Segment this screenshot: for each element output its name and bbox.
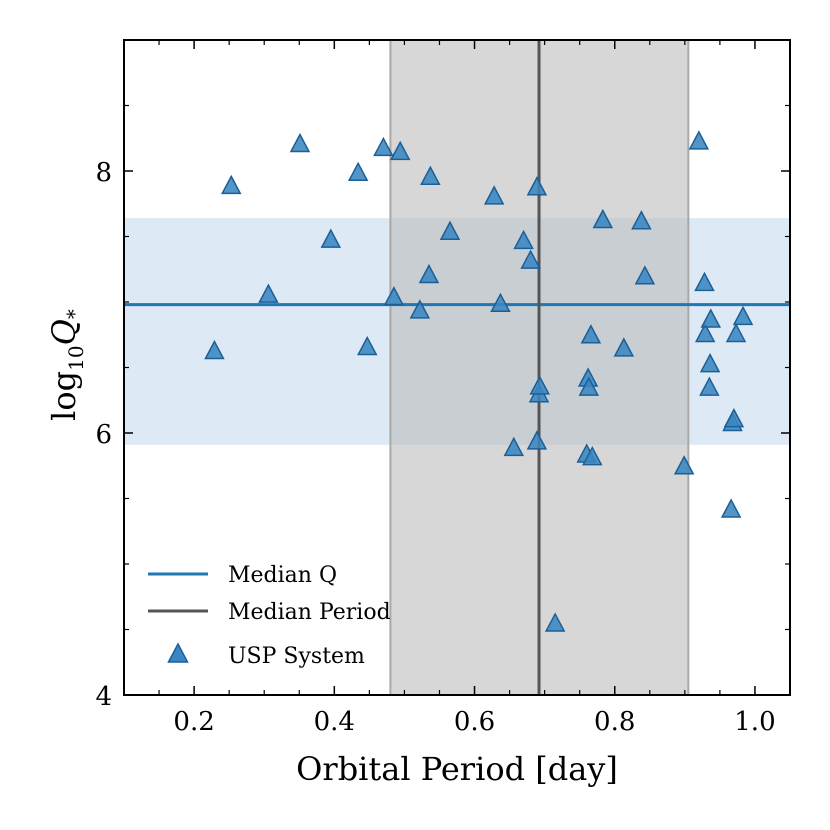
usp-system-point-19 [526,176,548,196]
y-label-q: Q [45,319,83,345]
usp-system-point-22 [529,375,550,395]
usp-system-point-11 [418,263,440,284]
usp-system-point-4 [320,228,342,248]
x-tick-label-4: 1.0 [734,707,775,737]
data-points [204,130,754,632]
usp-system-point-30 [613,337,635,357]
usp-system-point-39 [700,308,722,328]
usp-system-point-32 [634,265,656,285]
legend-median-q-label: Median Q [228,563,337,588]
axes [123,39,791,696]
legend-usp-system-marker [167,642,189,663]
usp-system-point-1 [221,174,242,195]
y-label-star: * [62,309,86,319]
x-tick-label-0: 0.2 [173,707,214,737]
usp-system-point-14 [483,185,505,205]
y-tick-label-1: 6 [95,420,112,450]
median-lines [124,40,790,695]
usp-system-point-12 [420,165,441,185]
usp-system-point-15 [490,292,511,313]
usp-system-point-34 [688,130,710,150]
usp-system-point-5 [347,161,369,182]
usp-system-point-23 [544,612,566,632]
usp-system-point-37 [699,376,720,396]
usp-system-point-13 [439,220,461,241]
usp-system-point-29 [592,208,614,229]
usp-system-point-6 [357,335,378,356]
y-label-subscript: 10 [64,345,88,370]
usp-system-point-9 [389,140,411,161]
usp-system-point-28 [582,445,603,466]
usp-system-point-43 [725,322,747,343]
usp-system-point-7 [373,136,394,157]
usp-system-point-26 [578,376,600,396]
usp-system-point-44 [732,305,754,326]
usp-system-point-17 [513,229,534,250]
x-tick-label-1: 0.4 [314,707,355,737]
usp-system-point-2 [258,283,279,303]
usp-system-point-33 [673,455,695,475]
usp-system-point-16 [503,436,525,457]
legend-usp-system-label: USP System [228,644,365,669]
background-bands [124,40,790,695]
usp-system-point-31 [631,210,652,230]
legend: Median Q Median Period USP System [148,563,391,669]
usp-system-point-18 [520,249,541,269]
y-label-log: log [45,371,83,421]
usp-system-point-27 [580,324,602,344]
x-axis-label: Orbital Period [day] [296,750,618,788]
y-tick-label-2: 8 [95,158,112,188]
x-tick-label-3: 0.8 [594,707,635,737]
usp-system-point-36 [694,322,716,343]
usp-system-point-10 [409,299,431,319]
usp-system-point-3 [289,132,311,153]
usp-system-point-40 [720,498,742,518]
usp-system-point-0 [204,339,225,360]
legend-median-period-label: Median Period [228,600,391,625]
x-tick-label-2: 0.6 [454,707,495,737]
usp-system-point-35 [694,271,715,292]
y-axis-label: log10Q* [45,309,88,421]
usp-system-point-20 [526,430,548,450]
usp-system-point-42 [723,407,745,428]
tick-labels: 0.2 0.4 0.6 0.8 1.0 4 6 8 [95,158,775,737]
usp-system-point-8 [383,286,405,306]
y-tick-label-0: 4 [95,682,112,712]
usp-system-point-38 [699,352,721,373]
